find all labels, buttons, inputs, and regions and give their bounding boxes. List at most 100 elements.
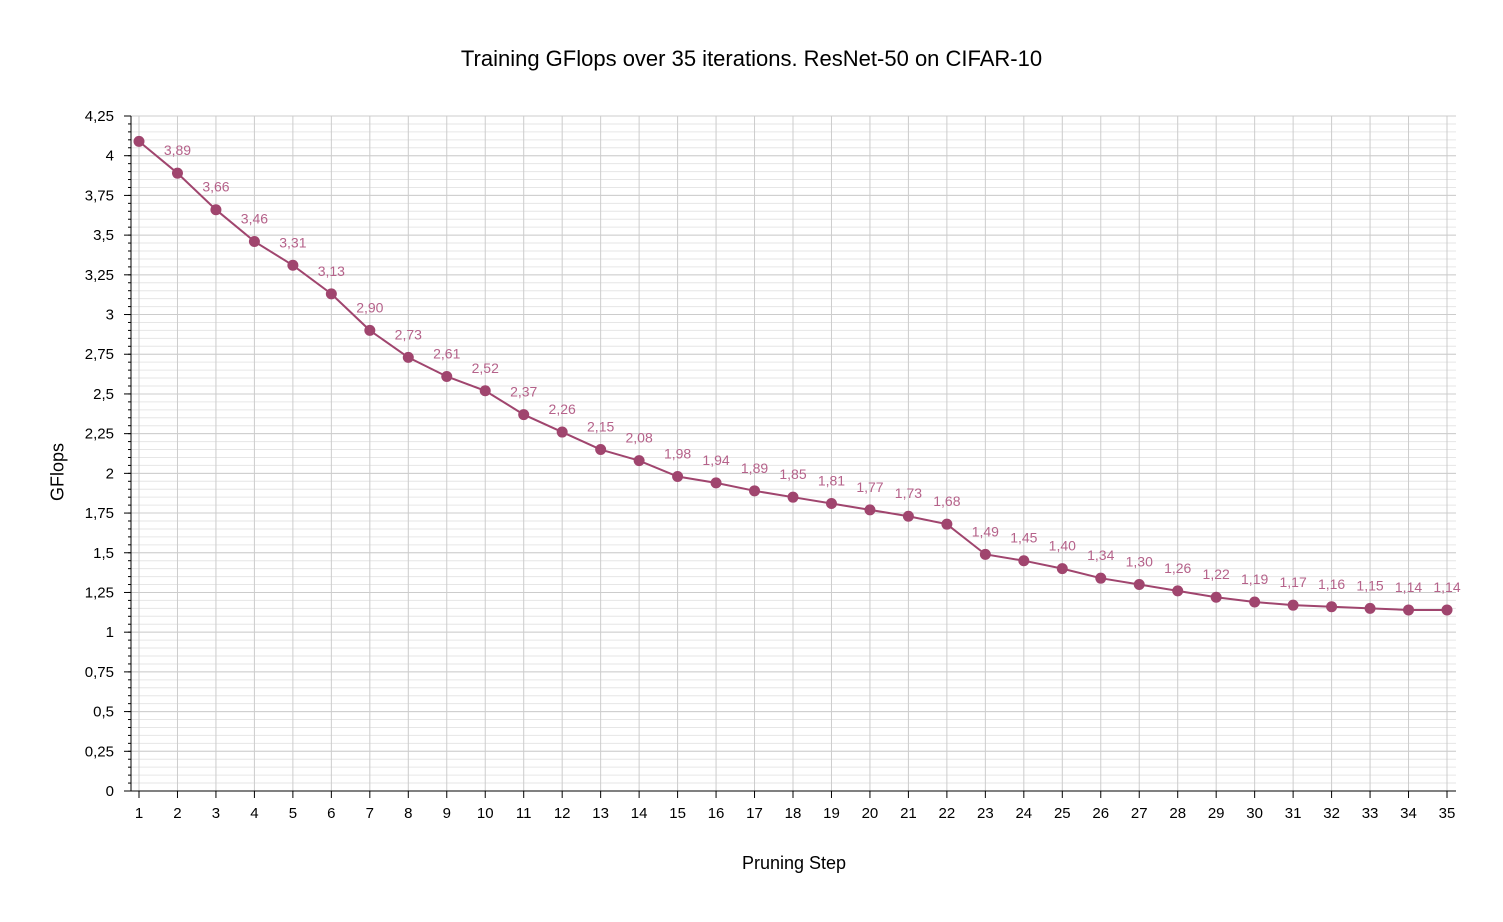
data-point bbox=[402, 351, 414, 363]
y-tick-label: 0,25 bbox=[85, 743, 114, 760]
data-label: 3,46 bbox=[241, 210, 268, 226]
y-tick-label: 1 bbox=[106, 624, 114, 641]
data-label: 2,26 bbox=[549, 401, 576, 417]
data-point bbox=[864, 504, 876, 516]
x-tick-label: 11 bbox=[516, 805, 532, 822]
data-point bbox=[1287, 599, 1299, 611]
data-point bbox=[1326, 601, 1338, 613]
y-tick-label: 1,5 bbox=[93, 545, 114, 562]
x-tick-label: 21 bbox=[900, 805, 917, 822]
data-point bbox=[633, 455, 645, 467]
x-tick-label: 24 bbox=[1015, 805, 1032, 822]
x-tick-label: 9 bbox=[443, 805, 451, 822]
data-point bbox=[1018, 555, 1030, 567]
y-tick-label: 1,25 bbox=[85, 584, 114, 601]
x-tick-label: 5 bbox=[289, 805, 297, 822]
data-point bbox=[941, 518, 953, 530]
x-tick-label: 4 bbox=[250, 805, 258, 822]
data-label: 3,89 bbox=[164, 142, 191, 158]
x-tick-label: 28 bbox=[1169, 805, 1186, 822]
x-tick-label: 22 bbox=[939, 805, 956, 822]
data-label: 2,37 bbox=[510, 384, 537, 400]
data-point bbox=[1403, 604, 1415, 616]
x-tick-label: 25 bbox=[1054, 805, 1071, 822]
grid bbox=[131, 115, 1456, 792]
data-point bbox=[1249, 596, 1261, 608]
x-tick-label: 29 bbox=[1208, 805, 1225, 822]
data-label: 1,94 bbox=[702, 452, 729, 468]
x-tick-label: 17 bbox=[746, 805, 763, 822]
data-point bbox=[1133, 579, 1145, 591]
data-label: 1,22 bbox=[1203, 566, 1230, 582]
y-tick-label: 0,5 bbox=[93, 704, 114, 721]
x-tick-label: 14 bbox=[631, 805, 648, 822]
data-point bbox=[287, 259, 299, 271]
data-point bbox=[1210, 591, 1222, 603]
data-label: 1,89 bbox=[741, 460, 768, 476]
y-tick-label: 3,5 bbox=[93, 227, 114, 244]
data-label: 2,61 bbox=[433, 345, 460, 361]
data-point bbox=[518, 409, 530, 421]
data-label: 1,30 bbox=[1126, 554, 1153, 570]
y-tick-label: 3 bbox=[106, 307, 114, 324]
x-tick-label: 2 bbox=[173, 805, 181, 822]
data-label: 2,73 bbox=[395, 326, 422, 342]
x-tick-label: 19 bbox=[823, 805, 840, 822]
x-axis-title: Pruning Step bbox=[741, 853, 847, 873]
data-label: 1,14 bbox=[1433, 579, 1460, 595]
data-label: 2,08 bbox=[625, 430, 652, 446]
x-tick-label: 23 bbox=[977, 805, 994, 822]
y-tick-label: 2 bbox=[106, 465, 114, 482]
data-label: 1,34 bbox=[1087, 547, 1114, 563]
data-label: 2,90 bbox=[356, 299, 383, 315]
data-point bbox=[1364, 602, 1376, 614]
y-tick-label: 4,25 bbox=[85, 108, 114, 125]
data-point bbox=[364, 324, 376, 336]
data-label: 1,17 bbox=[1279, 574, 1306, 590]
x-tick-label: 33 bbox=[1362, 805, 1379, 822]
series-gflops bbox=[133, 135, 1453, 616]
x-tick-label: 3 bbox=[212, 805, 220, 822]
data-label: 3,31 bbox=[279, 234, 306, 250]
data-label: 1,26 bbox=[1164, 560, 1191, 576]
data-label: 1,73 bbox=[895, 485, 922, 501]
data-label: 3,13 bbox=[318, 263, 345, 279]
data-label: 1,98 bbox=[664, 446, 691, 462]
data-label: 2,15 bbox=[587, 419, 614, 435]
data-point bbox=[902, 510, 914, 522]
data-labels: 3,89 3,66 3,46 3,31 3,13 2,90 2,73 2,61 2,52 2,37… bbox=[164, 142, 1461, 595]
data-point bbox=[171, 167, 183, 179]
data-label: 1,45 bbox=[1010, 530, 1037, 546]
data-label: 2,52 bbox=[472, 360, 499, 376]
data-point bbox=[441, 370, 453, 382]
x-tick-label: 32 bbox=[1323, 805, 1340, 822]
data-point bbox=[1441, 604, 1453, 616]
data-label: 1,19 bbox=[1241, 571, 1268, 587]
axes: 0 0,25 0,5 0,75 1 1,25 1,5 1,75 2 2,25 2,5 2,75 3 3,2… bbox=[85, 108, 1456, 822]
x-tick-label: 20 bbox=[862, 805, 879, 822]
y-tick-label: 2,75 bbox=[85, 346, 114, 363]
x-tick-label: 30 bbox=[1246, 805, 1263, 822]
data-label: 1,14 bbox=[1395, 579, 1422, 595]
data-point bbox=[1095, 572, 1107, 584]
data-point bbox=[749, 485, 761, 497]
data-point bbox=[672, 471, 684, 483]
data-label: 1,85 bbox=[779, 466, 806, 482]
data-point bbox=[556, 426, 568, 438]
x-tick-label: 35 bbox=[1439, 805, 1456, 822]
x-tick-label: 10 bbox=[477, 805, 494, 822]
x-tick-label: 16 bbox=[708, 805, 725, 822]
data-label: 1,15 bbox=[1356, 577, 1383, 593]
data-point bbox=[479, 385, 491, 397]
x-tick-label: 34 bbox=[1400, 805, 1417, 822]
data-label: 1,40 bbox=[1049, 538, 1076, 554]
data-point bbox=[133, 135, 145, 147]
data-point bbox=[979, 548, 991, 560]
data-label: 1,77 bbox=[856, 479, 883, 495]
x-tick-label: 8 bbox=[404, 805, 412, 822]
data-point bbox=[710, 477, 722, 489]
chart-title: Training GFlops over 35 iterations. ResN… bbox=[460, 46, 1043, 71]
y-tick-label: 2,25 bbox=[85, 426, 114, 443]
y-tick-label: 3,25 bbox=[85, 267, 114, 284]
